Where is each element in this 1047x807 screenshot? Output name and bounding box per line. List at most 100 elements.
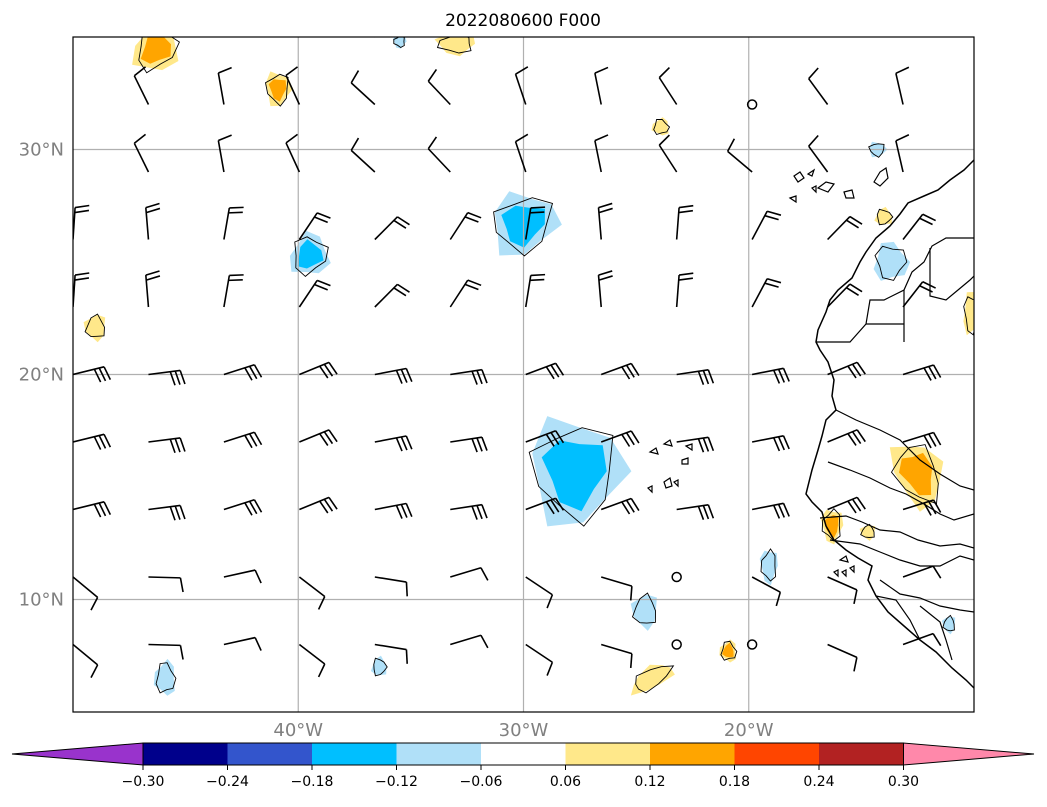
wind-barb: [658, 66, 678, 105]
wind-barb: [600, 497, 640, 515]
wind-barb: [751, 502, 790, 519]
map-title: 2022080600 F000: [445, 11, 601, 31]
wind-barb: [298, 37, 300, 38]
wind-barb: [217, 66, 232, 105]
wind-barb: [285, 66, 301, 105]
plot-frame: [72, 36, 975, 713]
contour-line: [393, 37, 405, 49]
wind-barb: [223, 364, 263, 381]
wind-barb: [133, 66, 150, 105]
contour-line: [528, 427, 614, 527]
negative-anomaly-core: [297, 239, 324, 269]
wind-barb: [751, 435, 790, 452]
wind-barb: [751, 576, 782, 607]
positive-anomaly-outer: [963, 292, 974, 336]
wind-barb: [827, 283, 863, 308]
contour-line: [635, 665, 675, 694]
colorbar-tick-label: −0.30: [122, 774, 165, 790]
contour-line: [821, 508, 841, 542]
wind-barb: [902, 499, 942, 516]
wind-barb: [73, 501, 112, 518]
positive-anomaly-core: [722, 642, 734, 658]
contour-line: [874, 245, 908, 281]
wind-barb: [374, 435, 413, 452]
wind-barb: [751, 277, 782, 308]
colorbar-segment: [143, 743, 228, 765]
positive-anomaly-core: [268, 79, 287, 102]
border-mauritania-mali: [866, 248, 974, 342]
colorbar-over-arrow: [903, 742, 1035, 766]
contour-line: [720, 640, 738, 661]
wind-barb: [902, 364, 942, 381]
wind-barb: [675, 204, 694, 240]
contour-line: [138, 37, 180, 74]
negative-anomaly-outer: [873, 241, 911, 281]
wind-barb: [600, 643, 633, 668]
wind-barb: [73, 103, 74, 105]
wind-barb: [902, 37, 904, 38]
lon-tick-label: 40°W: [273, 720, 323, 741]
wind-barb: [746, 639, 758, 650]
contour-line: [155, 662, 177, 694]
wind-barb: [450, 436, 488, 453]
wind-barb: [373, 37, 375, 38]
wind-barb: [298, 643, 326, 678]
wind-barb: [750, 37, 753, 38]
colorbar-segment: [396, 743, 482, 765]
wind-barb: [148, 576, 184, 593]
wind-barb-layer: [73, 37, 942, 678]
wind-barb: [299, 361, 338, 379]
wind-barb: [600, 430, 640, 447]
lat-tick-label: 10°N: [19, 590, 64, 611]
wind-barb: [514, 66, 529, 105]
colorbar-tick-label: −0.24: [206, 774, 249, 790]
colorbar-segment: [650, 743, 735, 765]
colorbar-tick-label: 0.30: [888, 774, 919, 790]
wind-barb: [73, 643, 99, 678]
wind-barb: [525, 362, 565, 380]
negative-anomaly-outer: [153, 658, 175, 696]
wind-barb: [374, 367, 413, 384]
wind-barb: [350, 137, 376, 173]
wind-barb: [374, 502, 413, 519]
negative-anomaly-outer: [392, 37, 407, 49]
wind-barb: [450, 503, 488, 520]
colorbar: −0.30 −0.24 −0.18 −0.12 −0.06 0.06 0.12 0.18 0.2…: [11, 742, 1035, 790]
positive-anomaly-outer: [630, 664, 675, 696]
wind-barb: [148, 643, 184, 660]
colorbar-tick-label: 0.18: [719, 774, 750, 790]
colorbar-segment: [734, 743, 820, 765]
wind-barb: [223, 636, 262, 651]
wind-barb: [298, 212, 331, 240]
wind-barb: [223, 499, 263, 516]
positive-anomaly-outer: [874, 206, 893, 225]
wind-barb: [449, 279, 482, 308]
contour-line: [942, 614, 955, 632]
colorbar-frame: [142, 742, 904, 766]
wind-barb: [751, 367, 790, 384]
wind-barb: [148, 504, 186, 521]
wind-barb: [808, 67, 829, 105]
contour-line: [493, 197, 554, 257]
wind-barb: [374, 283, 410, 308]
wind-barb: [524, 273, 546, 308]
wind-barb: [223, 37, 224, 38]
wind-barb: [902, 431, 942, 449]
wind-barb: [827, 576, 858, 605]
wind-barb: [148, 437, 186, 454]
wind-barb: [427, 136, 451, 173]
colorbar-tick-label: 0.06: [550, 774, 581, 790]
wind-barb: [427, 68, 451, 106]
negative-anomaly-outer: [370, 655, 387, 675]
positive-anomaly-outer: [434, 37, 475, 57]
colorbar-tick-label: 0.24: [803, 774, 834, 790]
wind-barb: [826, 37, 828, 38]
wind-barb: [675, 272, 694, 308]
colorbar-tick-label: 0.12: [634, 774, 665, 790]
lat-tick-label: 30°N: [19, 140, 64, 161]
wind-barb: [73, 576, 99, 611]
gridline-layer: [73, 37, 974, 712]
positive-anomaly-core: [824, 515, 839, 539]
